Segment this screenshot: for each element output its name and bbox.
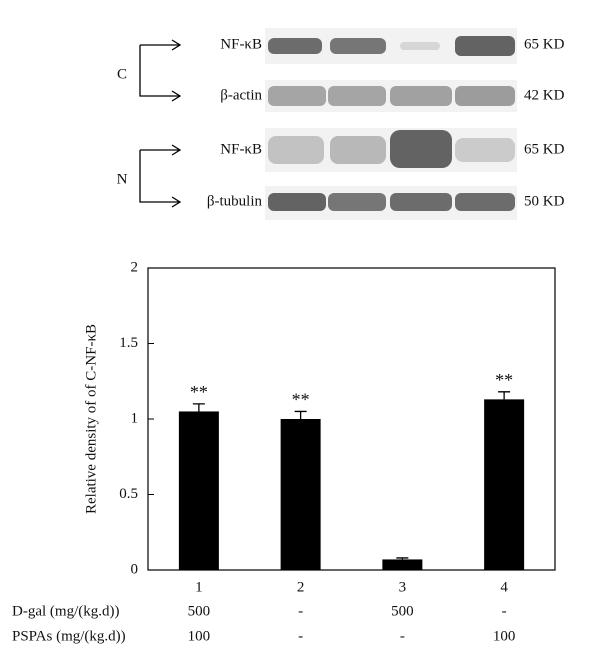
x-tick-label: 2 — [297, 579, 305, 595]
size-label: 42 KD — [524, 87, 565, 103]
band — [455, 86, 515, 106]
treatment-label: PSPAs (mg/(kg.d)) — [12, 628, 126, 644]
y-axis-label: Relative density of of C-NF-κB — [83, 324, 99, 514]
treatment-label: D-gal (mg/(kg.d)) — [12, 603, 119, 619]
x-tick-label: 3 — [399, 579, 407, 595]
blot-strip — [265, 80, 517, 112]
treatment-value: - — [298, 628, 303, 644]
band — [330, 136, 386, 164]
significance-mark: ** — [495, 370, 513, 390]
row-label: β-tubulin — [207, 193, 263, 209]
treatment-value: 500 — [188, 603, 211, 619]
band — [328, 193, 386, 211]
significance-mark: ** — [190, 382, 208, 402]
treatment-value: - — [400, 628, 405, 644]
band — [390, 86, 452, 106]
treatment-value: 100 — [188, 628, 211, 644]
bracket — [139, 39, 182, 102]
x-tick-label: 1 — [195, 579, 203, 595]
band — [330, 38, 386, 54]
error-bar — [498, 391, 511, 400]
brackets — [139, 39, 182, 208]
y-tick-label: 0 — [131, 561, 139, 577]
group-label: C — [117, 66, 127, 82]
y-tick-label: 1 — [131, 410, 139, 426]
y-tick-label: 0.5 — [119, 486, 138, 502]
treatment-value: 500 — [391, 603, 414, 619]
y-tick-label: 1.5 — [119, 335, 138, 351]
band — [268, 86, 326, 106]
row-label: NF-κB — [220, 36, 262, 52]
y-tick-label: 2 — [131, 259, 139, 275]
treatment-value: - — [502, 603, 507, 619]
size-label: 65 KD — [524, 36, 565, 52]
band — [328, 86, 386, 106]
size-label: 65 KD — [524, 141, 565, 157]
band — [390, 193, 452, 211]
bracket — [139, 144, 182, 208]
band — [455, 138, 515, 162]
error-bar — [294, 410, 307, 419]
treatment-value: 100 — [493, 628, 516, 644]
bar — [280, 419, 321, 570]
band — [268, 136, 324, 164]
row-label: NF-κB — [220, 141, 262, 157]
blot-image — [265, 28, 517, 220]
x-tick-label: 4 — [500, 579, 508, 595]
band — [268, 38, 322, 54]
row-label: β-actin — [220, 87, 262, 103]
band — [268, 193, 326, 211]
group-label: N — [117, 171, 128, 187]
treatment-value: - — [298, 603, 303, 619]
error-bar — [192, 403, 205, 412]
size-label: 50 KD — [524, 193, 565, 209]
band — [400, 42, 440, 50]
bar — [178, 411, 219, 570]
band — [455, 36, 515, 56]
error-bar — [396, 557, 409, 560]
band — [455, 193, 515, 211]
bar — [484, 399, 525, 570]
bar — [382, 559, 423, 570]
band — [390, 130, 452, 168]
significance-mark: ** — [292, 390, 310, 410]
